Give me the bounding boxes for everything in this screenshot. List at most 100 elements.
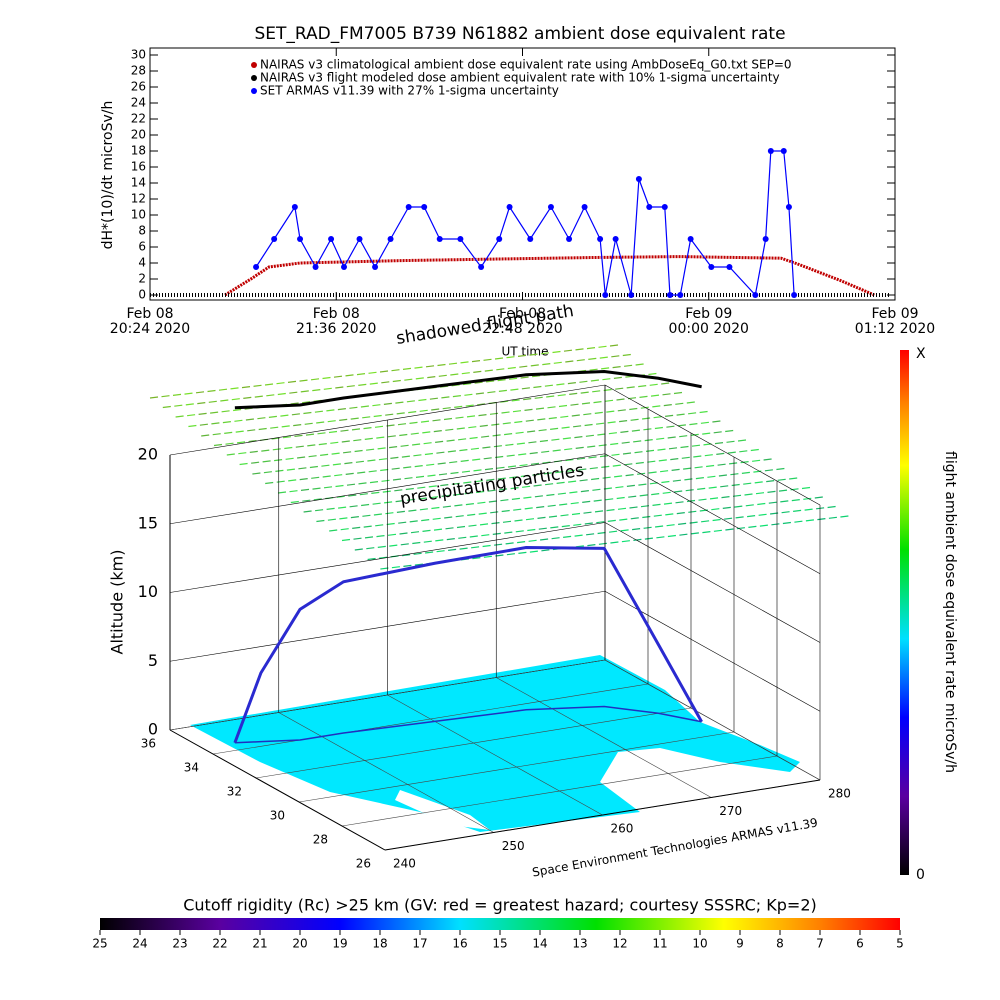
particle [609,530,618,533]
particle [378,458,387,461]
particle [563,349,573,352]
particle [782,521,791,525]
particle [436,550,445,553]
particle [253,384,262,387]
particle [433,528,443,531]
particle [299,379,308,382]
particle [610,541,619,544]
particle [608,432,617,435]
particle [222,421,231,424]
particle [355,460,364,463]
particle [291,413,300,416]
particle [448,548,457,551]
point [726,264,733,270]
particle [536,506,545,509]
particle [649,482,658,485]
particle [243,396,252,399]
particle [234,419,243,422]
particle [389,544,398,547]
particle [587,445,596,448]
particle [564,448,573,451]
particle [626,484,635,487]
particle [720,485,729,488]
particle [225,442,234,445]
particle [599,356,608,359]
point [666,292,673,298]
particle [548,417,557,420]
particle [276,480,285,483]
particle [338,506,347,509]
particle [580,490,589,493]
particle [496,466,505,469]
particle [358,383,367,386]
particle [518,453,527,456]
particle [697,487,706,490]
particle [679,435,688,438]
point [635,176,642,182]
particle [263,471,272,474]
particle [734,505,743,508]
particle [195,391,205,394]
particle [704,454,713,457]
particle [335,484,344,488]
particle [574,436,583,439]
particle [473,370,482,373]
particle [461,372,470,375]
particle [257,417,266,420]
particle [553,361,562,364]
colorbar-tick-label: 11 [652,937,667,951]
x-tick-label: 22:48 2020 [482,321,562,337]
particle [442,505,451,508]
colorbar-tick-label: 15 [492,937,507,951]
particle [630,517,639,520]
particle [334,474,343,477]
particle [349,406,358,409]
particle [483,358,492,361]
particle [303,411,312,415]
particle [456,525,466,529]
particle [584,423,593,427]
point [677,292,684,298]
particle [474,480,483,483]
particle [478,414,487,417]
particle [380,567,389,570]
legend-marker [251,62,257,68]
x-tick-label: Feb 09 [871,306,918,322]
particle [409,421,418,424]
particle [726,440,735,443]
y-tick-label: 0 [138,288,146,302]
particle [593,499,602,502]
particle [516,442,525,445]
particle [712,518,721,522]
z-tick-label: 20 [138,445,158,464]
particle [316,421,325,424]
particle [601,367,610,370]
point [291,204,298,210]
particle [395,500,404,503]
particle [540,352,550,355]
particle [492,532,501,535]
particle [431,506,440,510]
particle [757,502,766,506]
particle [518,551,527,554]
particle [597,531,606,535]
particle [691,444,701,447]
particle [559,503,568,506]
particle [642,417,651,420]
particle [280,414,289,417]
grid-line [212,683,649,755]
particle [780,500,789,503]
particle [447,450,456,453]
legend-marker [251,88,257,94]
particle [346,483,356,486]
particle [652,503,661,506]
legend-label: NAIRAS v3 climatological ambient dose eq… [260,58,792,72]
particle [671,468,680,471]
particle [615,387,624,390]
colorbar-tick-label: 23 [172,937,187,951]
particle [487,391,496,394]
particle [597,433,606,436]
particle [415,377,424,380]
particle [645,449,655,452]
particle [545,483,554,486]
